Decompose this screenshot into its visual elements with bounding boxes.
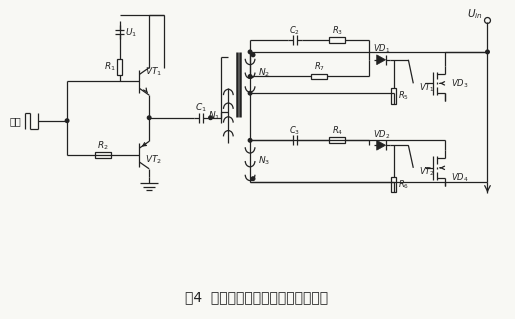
- Text: $VT_1$: $VT_1$: [145, 65, 162, 78]
- Text: $VT_1$: $VT_1$: [419, 81, 435, 93]
- Text: $R_5$: $R_5$: [398, 90, 409, 102]
- Text: $VD_1$: $VD_1$: [373, 43, 390, 55]
- Text: $N_1$: $N_1$: [209, 109, 220, 122]
- Text: $R_3$: $R_3$: [332, 24, 342, 37]
- Circle shape: [251, 53, 255, 57]
- Text: 图4  新型的不对称半桥隔离驱动电路: 图4 新型的不对称半桥隔离驱动电路: [185, 291, 329, 305]
- Text: $N_2$: $N_2$: [258, 66, 270, 79]
- Circle shape: [209, 116, 212, 120]
- Polygon shape: [376, 140, 386, 150]
- Text: $VD_3$: $VD_3$: [451, 77, 469, 90]
- Circle shape: [248, 138, 252, 142]
- Text: $R_7$: $R_7$: [314, 60, 325, 73]
- Text: $U_1$: $U_1$: [125, 26, 138, 39]
- Polygon shape: [376, 55, 386, 65]
- Text: $VD_2$: $VD_2$: [373, 128, 390, 141]
- Text: $VT_2$: $VT_2$: [145, 154, 162, 166]
- Bar: [390, 177, 397, 192]
- Circle shape: [147, 116, 151, 120]
- Text: $N_3$: $N_3$: [258, 155, 270, 167]
- Text: $R_2$: $R_2$: [97, 140, 109, 152]
- Bar: [390, 88, 397, 104]
- Circle shape: [486, 50, 489, 54]
- Text: $R_1$: $R_1$: [104, 60, 115, 73]
- Circle shape: [251, 177, 255, 181]
- Circle shape: [248, 50, 252, 54]
- Text: $VD_4$: $VD_4$: [451, 171, 469, 184]
- Text: $C_2$: $C_2$: [289, 24, 300, 37]
- Circle shape: [248, 75, 252, 78]
- Text: $VT_2$: $VT_2$: [419, 166, 435, 178]
- Bar: [95, 152, 111, 158]
- Bar: [329, 37, 345, 43]
- Text: $C_3$: $C_3$: [289, 124, 300, 137]
- Bar: [329, 137, 345, 143]
- Circle shape: [248, 92, 252, 95]
- Text: 脉冲: 脉冲: [10, 116, 22, 126]
- Bar: [116, 59, 123, 75]
- Text: $C_1$: $C_1$: [195, 102, 207, 114]
- Bar: [312, 73, 327, 79]
- Circle shape: [65, 119, 69, 122]
- Text: $R_6$: $R_6$: [398, 178, 409, 191]
- Text: $R_4$: $R_4$: [332, 124, 343, 137]
- Text: $U_{in}$: $U_{in}$: [467, 8, 483, 21]
